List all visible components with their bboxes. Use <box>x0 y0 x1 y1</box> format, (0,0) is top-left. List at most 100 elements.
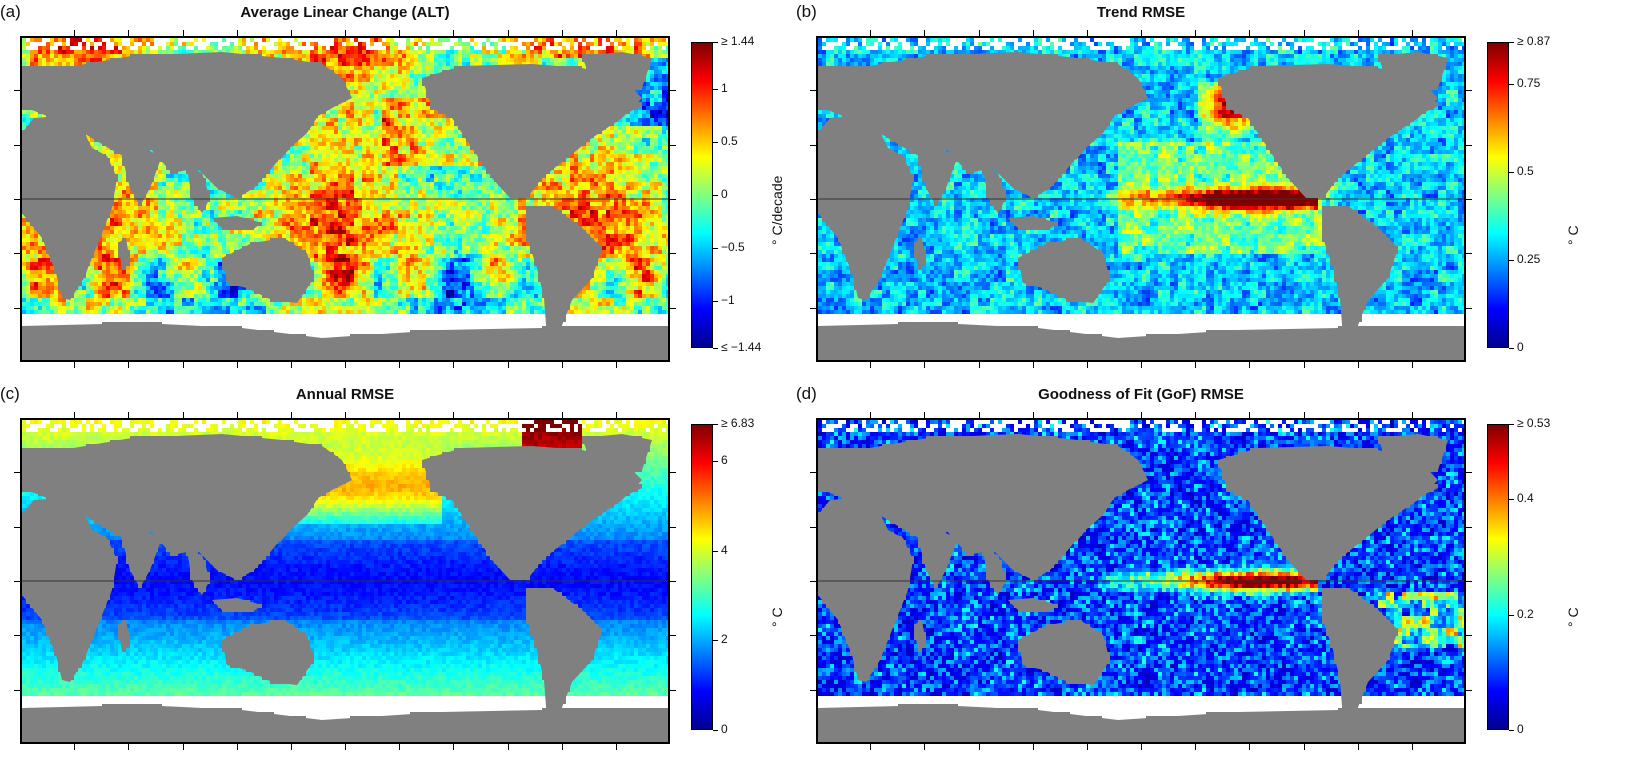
sst-cell <box>442 162 446 166</box>
sst-cell <box>282 210 286 214</box>
sst-cell <box>218 46 222 50</box>
sst-cell <box>414 58 418 62</box>
sst-cell <box>38 246 42 250</box>
sst-cell <box>602 190 606 194</box>
sst-cell <box>606 250 610 254</box>
sst-cell <box>422 102 426 106</box>
sst-cell <box>370 130 374 134</box>
sst-cell <box>190 230 194 234</box>
sst-cell <box>274 206 278 210</box>
sst-cell <box>162 206 166 210</box>
sst-cell <box>642 122 646 126</box>
sst-cell <box>454 142 458 146</box>
sst-cell <box>162 238 166 242</box>
sst-cell <box>322 250 326 254</box>
sst-cell <box>438 186 442 190</box>
sst-cell <box>138 242 142 246</box>
sst-cell <box>378 182 382 186</box>
sst-cell <box>382 86 386 90</box>
sst-cell <box>594 38 598 42</box>
sst-cell <box>662 258 666 262</box>
sst-cell <box>454 42 458 46</box>
sst-cell <box>310 242 314 246</box>
sst-cell <box>298 166 302 170</box>
sst-cell <box>326 170 330 174</box>
sst-cell <box>350 166 354 170</box>
sst-cell <box>366 150 370 154</box>
sst-cell <box>646 210 650 214</box>
sst-cell <box>454 234 458 238</box>
sst-cell <box>166 42 170 46</box>
sst-cell <box>322 202 326 206</box>
sst-cell <box>382 258 386 262</box>
sst-cell <box>322 254 326 258</box>
sst-cell <box>94 46 98 50</box>
sst-cell <box>398 122 402 126</box>
sst-cell <box>438 182 442 186</box>
sst-cell <box>510 222 514 226</box>
sst-cell <box>610 134 614 138</box>
sst-cell <box>410 118 414 122</box>
sst-cell <box>294 186 298 190</box>
sst-cell <box>562 170 566 174</box>
sst-cell <box>334 146 338 150</box>
sst-cell <box>398 226 402 230</box>
sst-cell <box>114 218 118 222</box>
sst-cell <box>586 210 590 214</box>
sst-cell <box>34 114 38 118</box>
sst-cell <box>338 66 342 70</box>
sst-cell <box>354 254 358 258</box>
sst-cell <box>398 234 402 238</box>
sst-cell <box>466 250 470 254</box>
sst-cell <box>410 50 414 54</box>
sst-cell <box>590 186 594 190</box>
sst-cell <box>362 78 366 82</box>
sst-cell <box>262 230 266 234</box>
sst-cell <box>358 162 362 166</box>
sst-cell <box>310 142 314 146</box>
sst-cell <box>334 242 338 246</box>
sst-cell <box>662 242 666 246</box>
sst-cell <box>482 242 486 246</box>
sst-cell <box>338 186 342 190</box>
sst-cell <box>602 202 606 206</box>
sst-cell <box>426 58 430 62</box>
sst-cell <box>306 54 310 58</box>
sst-cell <box>430 182 434 186</box>
sst-cell <box>642 238 646 242</box>
sst-cell <box>194 206 198 210</box>
sst-cell <box>386 210 390 214</box>
sst-cell <box>58 46 62 50</box>
sst-cell <box>650 74 654 78</box>
sst-cell <box>654 90 658 94</box>
sst-cell <box>302 190 306 194</box>
sst-cell <box>630 50 634 54</box>
sst-cell <box>658 62 662 66</box>
sst-cell <box>634 254 638 258</box>
sst-cell <box>478 254 482 258</box>
sst-cell <box>550 182 554 186</box>
sst-cell <box>334 218 338 222</box>
sst-cell <box>634 202 638 206</box>
sst-cell <box>250 238 254 242</box>
sst-cell <box>446 66 450 70</box>
sst-cell <box>574 206 578 210</box>
sst-cell <box>174 234 178 238</box>
sst-cell <box>394 110 398 114</box>
sst-cell <box>434 242 438 246</box>
sst-cell <box>302 50 306 54</box>
sst-cell <box>374 138 378 142</box>
sst-cell <box>598 222 602 226</box>
sst-cell <box>606 178 610 182</box>
sst-cell <box>262 226 266 230</box>
sst-cell <box>450 126 454 130</box>
sst-cell <box>486 254 490 258</box>
sst-cell <box>238 42 242 46</box>
sst-cell <box>354 182 358 186</box>
sst-cell <box>358 254 362 258</box>
sst-cell <box>170 238 174 242</box>
sst-cell <box>526 202 530 206</box>
sst-cell <box>598 206 602 210</box>
sst-cell <box>274 210 278 214</box>
sst-cell <box>318 226 322 230</box>
